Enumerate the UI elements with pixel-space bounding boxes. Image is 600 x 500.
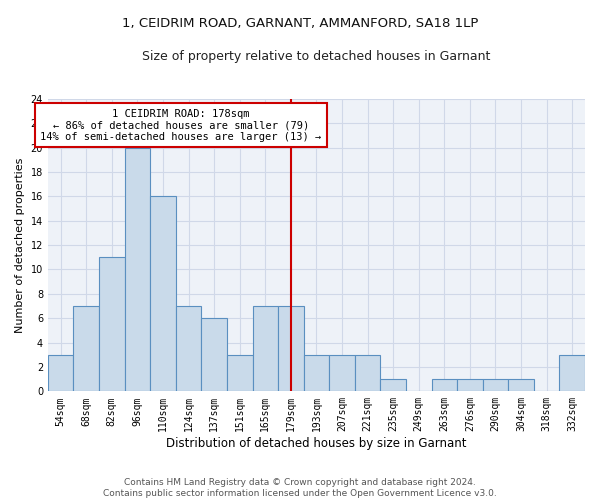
- Bar: [329, 355, 355, 392]
- Bar: [150, 196, 176, 392]
- Bar: [176, 306, 202, 392]
- Bar: [99, 258, 125, 392]
- Bar: [355, 355, 380, 392]
- Y-axis label: Number of detached properties: Number of detached properties: [15, 158, 25, 333]
- Bar: [380, 379, 406, 392]
- Bar: [253, 306, 278, 392]
- Bar: [125, 148, 150, 392]
- Text: 1 CEIDRIM ROAD: 178sqm
← 86% of detached houses are smaller (79)
14% of semi-det: 1 CEIDRIM ROAD: 178sqm ← 86% of detached…: [40, 108, 322, 142]
- Text: 1, CEIDRIM ROAD, GARNANT, AMMANFORD, SA18 1LP: 1, CEIDRIM ROAD, GARNANT, AMMANFORD, SA1…: [122, 18, 478, 30]
- Bar: [457, 379, 482, 392]
- Title: Size of property relative to detached houses in Garnant: Size of property relative to detached ho…: [142, 50, 491, 63]
- Bar: [227, 355, 253, 392]
- Bar: [202, 318, 227, 392]
- Bar: [304, 355, 329, 392]
- Bar: [559, 355, 585, 392]
- Bar: [48, 355, 73, 392]
- Bar: [482, 379, 508, 392]
- Bar: [431, 379, 457, 392]
- Bar: [278, 306, 304, 392]
- Text: Contains HM Land Registry data © Crown copyright and database right 2024.
Contai: Contains HM Land Registry data © Crown c…: [103, 478, 497, 498]
- Bar: [508, 379, 534, 392]
- Bar: [73, 306, 99, 392]
- X-axis label: Distribution of detached houses by size in Garnant: Distribution of detached houses by size …: [166, 437, 467, 450]
